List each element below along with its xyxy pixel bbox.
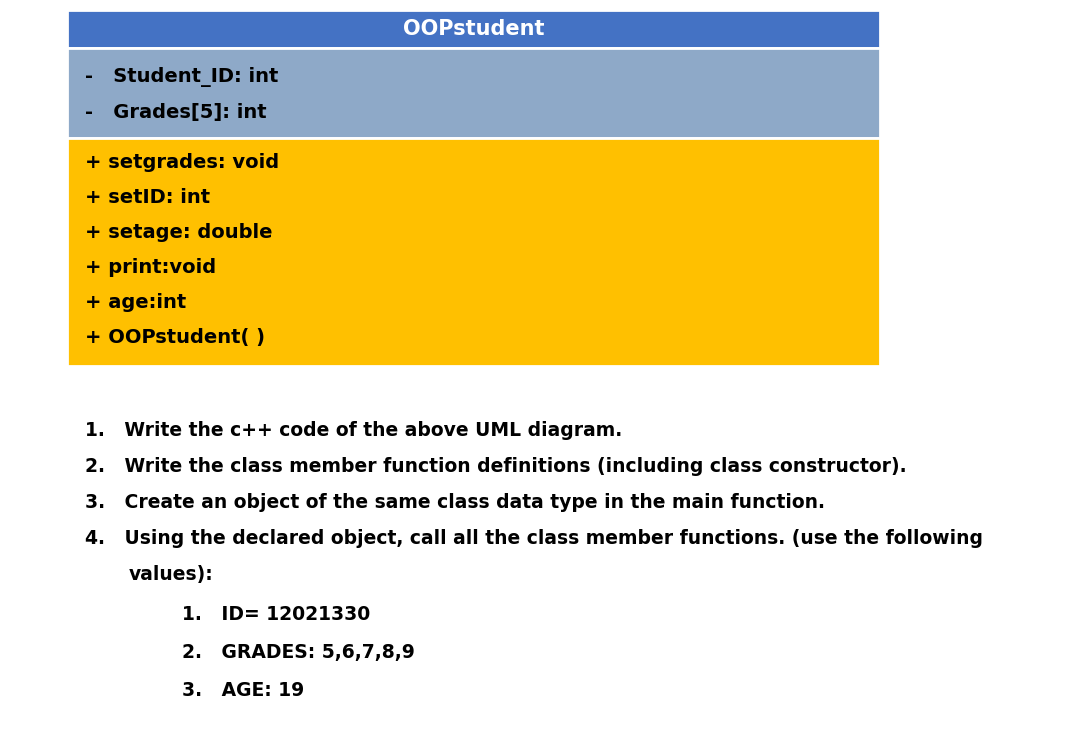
Text: -   Grades[5]: int: - Grades[5]: int [85,103,267,122]
Text: 2.   GRADES: 5,6,7,8,9: 2. GRADES: 5,6,7,8,9 [182,643,414,662]
Text: 3.   AGE: 19: 3. AGE: 19 [182,681,304,700]
Text: 1.   ID= 12021330: 1. ID= 12021330 [182,605,370,624]
Text: values):: values): [129,565,214,584]
Text: 1.   Write the c++ code of the above UML diagram.: 1. Write the c++ code of the above UML d… [85,421,623,440]
Text: 2.   Write the class member function definitions (including class constructor).: 2. Write the class member function defin… [85,457,906,476]
Text: + setID: int: + setID: int [85,188,210,207]
Text: + setgrades: void: + setgrades: void [85,153,279,172]
Bar [67,48,880,138]
Text: -   Student_ID: int: - Student_ID: int [85,67,278,86]
Text: + OOPstudent( ): + OOPstudent( ) [85,328,265,347]
Text: + print:void: + print:void [85,258,216,277]
Text: 3.   Create an object of the same class data type in the main function.: 3. Create an object of the same class da… [85,493,825,512]
Bar [67,10,880,48]
Bar [67,138,880,366]
Text: + age:int: + age:int [85,293,187,312]
Text: 4.   Using the declared object, call all the class member functions. (use the fo: 4. Using the declared object, call all t… [85,529,983,548]
Text: OOPstudent: OOPstudent [402,19,544,39]
Text: + setage: double: + setage: double [85,224,273,242]
